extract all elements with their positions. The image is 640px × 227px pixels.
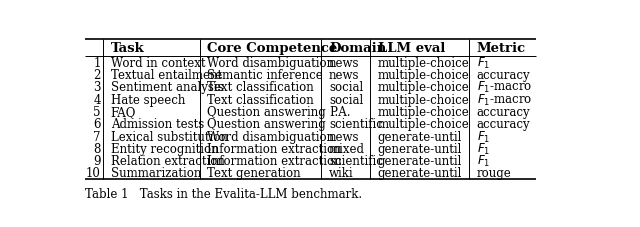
Text: accuracy: accuracy [477, 106, 531, 118]
Text: Entity recognition: Entity recognition [111, 142, 218, 155]
Text: 7: 7 [93, 130, 101, 143]
Text: generate-until: generate-until [378, 155, 462, 168]
Text: Question answering: Question answering [207, 118, 326, 131]
Text: Admission tests: Admission tests [111, 118, 204, 131]
Text: scientific: scientific [329, 118, 383, 131]
Text: Text classification: Text classification [207, 93, 314, 106]
Text: generate-until: generate-until [378, 167, 462, 180]
Text: Core Competence: Core Competence [207, 42, 338, 55]
Text: social: social [329, 93, 364, 106]
Text: multiple-choice: multiple-choice [378, 93, 469, 106]
Text: Relation extraction: Relation extraction [111, 155, 225, 168]
Text: Semantic inference: Semantic inference [207, 69, 323, 82]
Text: 10: 10 [86, 167, 101, 180]
Text: Textual entailment: Textual entailment [111, 69, 222, 82]
Text: generate-until: generate-until [378, 130, 462, 143]
Text: Word disambiguation: Word disambiguation [207, 130, 335, 143]
Text: Hate speech: Hate speech [111, 93, 185, 106]
Text: Lexical substitution: Lexical substitution [111, 130, 228, 143]
Text: $F_1$-macro: $F_1$-macro [477, 92, 532, 107]
Text: accuracy: accuracy [477, 69, 531, 82]
Text: 3: 3 [93, 81, 101, 94]
Text: $F_1$: $F_1$ [477, 56, 490, 71]
Text: 4: 4 [93, 93, 101, 106]
Text: 5: 5 [93, 106, 101, 118]
Text: social: social [329, 81, 364, 94]
Text: multiple-choice: multiple-choice [378, 118, 469, 131]
Text: Text classification: Text classification [207, 81, 314, 94]
Text: rouge: rouge [477, 167, 511, 180]
Text: FAQ: FAQ [111, 106, 136, 118]
Text: $F_1$: $F_1$ [477, 129, 490, 144]
Text: multiple-choice: multiple-choice [378, 81, 469, 94]
Text: Table 1   Tasks in the Evalita-LLM benchmark.: Table 1 Tasks in the Evalita-LLM benchma… [85, 187, 362, 200]
Text: news: news [329, 57, 360, 69]
Text: $F_1$-macro: $F_1$-macro [477, 80, 532, 95]
Text: Question answering: Question answering [207, 106, 326, 118]
Text: generate-until: generate-until [378, 142, 462, 155]
Text: mixed: mixed [329, 142, 365, 155]
Text: 9: 9 [93, 155, 101, 168]
Text: Summarization: Summarization [111, 167, 201, 180]
Text: Information extraction: Information extraction [207, 142, 342, 155]
Text: Information extraction: Information extraction [207, 155, 342, 168]
Text: Text generation: Text generation [207, 167, 301, 180]
Text: $F_1$: $F_1$ [477, 141, 490, 156]
Text: Word disambiguation: Word disambiguation [207, 57, 335, 69]
Text: Task: Task [111, 42, 145, 55]
Text: multiple-choice: multiple-choice [378, 57, 469, 69]
Text: Sentiment analysis: Sentiment analysis [111, 81, 223, 94]
Text: scientific: scientific [329, 155, 383, 168]
Text: P.A.: P.A. [329, 106, 351, 118]
Text: multiple-choice: multiple-choice [378, 69, 469, 82]
Text: multiple-choice: multiple-choice [378, 106, 469, 118]
Text: news: news [329, 69, 360, 82]
Text: 2: 2 [93, 69, 101, 82]
Text: 6: 6 [93, 118, 101, 131]
Text: news: news [329, 130, 360, 143]
Text: 8: 8 [93, 142, 101, 155]
Text: accuracy: accuracy [477, 118, 531, 131]
Text: Metric: Metric [477, 42, 526, 55]
Text: Domain: Domain [329, 42, 387, 55]
Text: 1: 1 [93, 57, 101, 69]
Text: $F_1$: $F_1$ [477, 153, 490, 168]
Text: wiki: wiki [329, 167, 354, 180]
Text: Word in context: Word in context [111, 57, 205, 69]
Text: LLM eval: LLM eval [378, 42, 445, 55]
